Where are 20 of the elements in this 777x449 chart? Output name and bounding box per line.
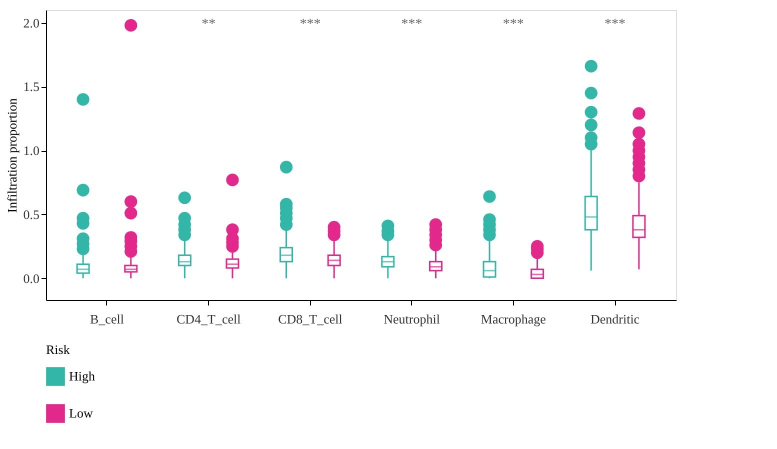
legend-label: High	[69, 368, 96, 384]
annotation: ***	[401, 17, 422, 32]
y-tick-label: 2.0	[23, 15, 40, 30]
y-tick-label: 0.0	[23, 270, 40, 286]
x-tick-label: Dendritic	[590, 312, 640, 326]
x-tick-label: Macrophage	[480, 312, 546, 326]
annotation: ***	[604, 17, 626, 32]
y-tick-label: 0.5	[23, 206, 40, 222]
y-tick-label: 1.0	[23, 143, 40, 158]
x-tick-label: B_cell	[90, 312, 124, 326]
x-tick-label: Neutrophil	[384, 312, 440, 326]
annotation: **	[202, 17, 216, 32]
x-tick-label: CD4_T_cell	[176, 312, 242, 326]
legend-title: Risk	[46, 342, 70, 357]
annotation: ***	[502, 17, 524, 32]
legend-label: Low	[69, 406, 94, 420]
annotation: ***	[300, 17, 321, 32]
y-tick-label: 1.5	[23, 79, 40, 94]
x-tick-label: CD8_T_cell	[278, 312, 343, 326]
y-axis-title: Infiltration proportion	[4, 98, 20, 213]
